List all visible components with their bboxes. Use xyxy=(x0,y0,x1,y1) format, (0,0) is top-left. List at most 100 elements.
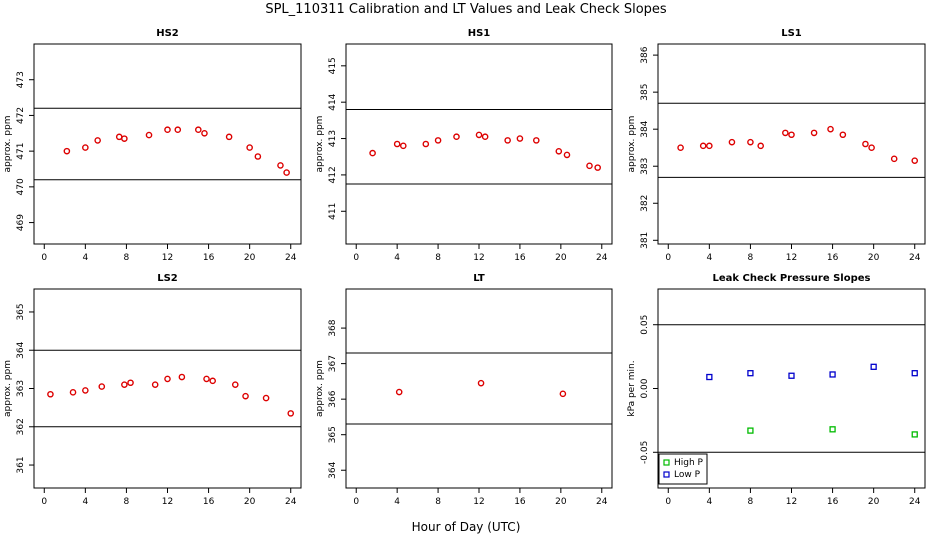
data-point xyxy=(254,153,262,160)
y-tick-label: -0.05 xyxy=(640,441,650,464)
x-tick-label: 20 xyxy=(868,253,880,263)
y-tick-label: 385 xyxy=(640,84,650,101)
legend-box xyxy=(658,453,708,485)
data-point xyxy=(839,131,847,139)
data-point xyxy=(747,138,754,146)
data-point xyxy=(911,157,919,164)
data-point xyxy=(287,410,295,417)
data-point xyxy=(827,125,834,133)
figure-title: SPL_110311 Calibration and LT Values and… xyxy=(265,2,667,17)
data-point xyxy=(98,383,106,390)
legend-label-high-p: High P xyxy=(674,458,704,468)
x-tick-label: 24 xyxy=(285,253,297,263)
data-point xyxy=(782,129,789,137)
data-point xyxy=(453,133,460,141)
data-point xyxy=(757,142,764,150)
x-tick-label: 12 xyxy=(473,497,484,507)
x-axis-label: Hour of Day (UTC) xyxy=(412,520,521,534)
y-tick-label: 471 xyxy=(16,143,26,160)
y-tick-label: 0.05 xyxy=(640,315,650,335)
plot-frame xyxy=(33,288,302,489)
data-point xyxy=(69,389,77,396)
data-point xyxy=(475,131,483,139)
x-tick-label: 8 xyxy=(748,253,754,263)
data-point xyxy=(481,133,489,141)
panel-title: Leak Check Pressure Slopes xyxy=(713,273,871,284)
data-point xyxy=(127,379,134,387)
data-point xyxy=(890,155,898,163)
panel-title: LS2 xyxy=(157,273,178,284)
x-tick-label: 12 xyxy=(786,497,797,507)
data-point xyxy=(242,392,249,400)
x-tick-label: 24 xyxy=(285,497,297,507)
data-point xyxy=(532,137,540,144)
data-point xyxy=(63,147,71,155)
panel-title: LS1 xyxy=(781,28,802,39)
data-point xyxy=(121,381,128,388)
panel-title: HS1 xyxy=(468,28,491,39)
data-point xyxy=(201,129,208,137)
x-tick-label: 24 xyxy=(909,497,921,507)
x-tick-label: 12 xyxy=(162,253,173,263)
x-tick-label: 16 xyxy=(827,497,839,507)
y-tick-label: 472 xyxy=(16,107,26,124)
data-point xyxy=(174,126,182,134)
plot-frame xyxy=(657,43,926,245)
data-point xyxy=(563,151,571,159)
data-point xyxy=(164,126,171,134)
legend-marker-low-p xyxy=(663,471,670,478)
y-tick-label: 365 xyxy=(16,303,26,320)
x-tick-label: 12 xyxy=(786,253,797,263)
data-point xyxy=(277,162,284,169)
data-point xyxy=(477,379,485,387)
data-point-low-p xyxy=(788,372,795,379)
y-tick-label: 364 xyxy=(16,341,26,358)
y-tick-label: 386 xyxy=(640,46,650,63)
data-point xyxy=(516,135,524,142)
y-tick-label: 383 xyxy=(640,158,650,175)
x-tick-label: 0 xyxy=(353,253,359,263)
x-tick-label: 8 xyxy=(124,497,130,507)
data-point xyxy=(868,144,875,152)
y-tick-label: 382 xyxy=(640,195,650,212)
x-tick-label: 4 xyxy=(82,497,88,507)
data-point xyxy=(209,377,216,385)
y-tick-label: 412 xyxy=(328,166,338,183)
x-tick-label: 4 xyxy=(394,497,400,507)
x-tick-label: 4 xyxy=(706,497,712,507)
data-point xyxy=(94,137,101,144)
data-point xyxy=(164,375,171,383)
y-tick-label: 364 xyxy=(328,461,338,478)
data-point xyxy=(395,388,403,396)
y-axis-label: approx. ppm xyxy=(3,360,13,417)
x-tick-label: 0 xyxy=(665,253,671,263)
panel-lt: LT 0 4 8 12 16 20 24 364 365 366 367 368 approx. ppm xyxy=(315,273,613,507)
x-tick-label: 20 xyxy=(244,253,256,263)
x-tick-label: 16 xyxy=(203,497,215,507)
data-point xyxy=(195,126,202,134)
data-point xyxy=(728,138,736,146)
x-tick-label: 8 xyxy=(435,253,441,263)
data-point xyxy=(422,140,430,148)
data-point-low-p xyxy=(829,371,836,378)
x-tick-label: 4 xyxy=(82,253,88,263)
y-tick-label: 362 xyxy=(16,418,26,435)
panel-leak-check-pressure-slopes: Leak Check Pressure Slopes 0 4 8 12 16 20 24 -0.… xyxy=(627,273,926,507)
data-point xyxy=(246,144,253,151)
x-tick-label: 20 xyxy=(244,497,256,507)
data-point xyxy=(810,129,818,137)
data-point xyxy=(434,137,442,144)
data-point-high-p xyxy=(911,431,918,438)
data-point xyxy=(121,135,128,142)
data-point xyxy=(369,149,376,157)
plot-frame xyxy=(345,288,613,489)
data-point xyxy=(203,375,210,383)
y-tick-label: 411 xyxy=(328,203,338,220)
x-tick-label: 16 xyxy=(827,253,839,263)
data-point xyxy=(225,133,233,141)
data-point xyxy=(594,164,601,171)
data-point-high-p xyxy=(747,427,754,434)
y-tick-label: 413 xyxy=(328,130,338,147)
y-tick-label: 361 xyxy=(16,456,26,473)
